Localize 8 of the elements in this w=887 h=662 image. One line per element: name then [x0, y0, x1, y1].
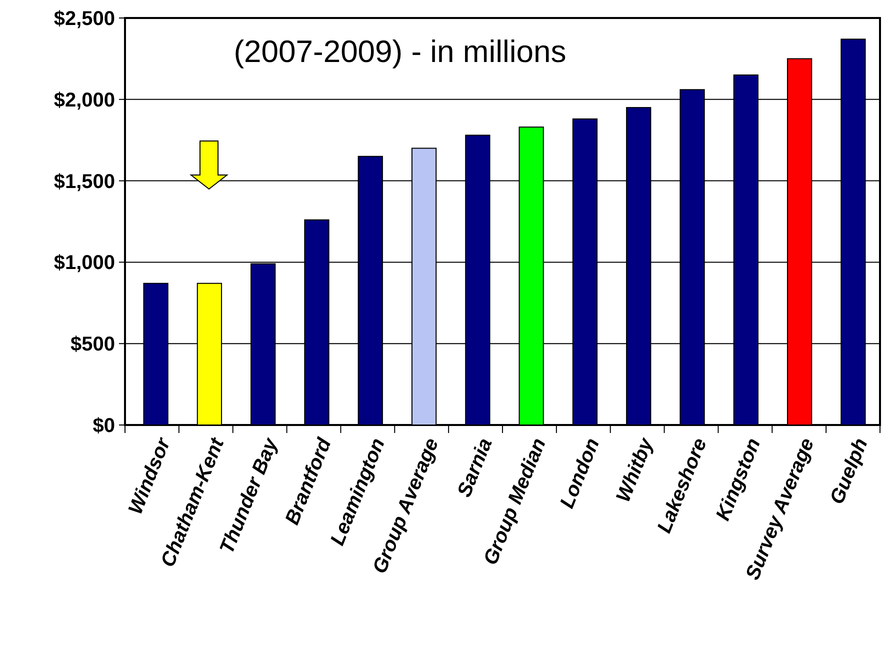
y-tick-label: $1,500 [54, 170, 115, 193]
y-tick-label: $0 [92, 415, 115, 437]
y-tick-label: $500 [70, 334, 115, 356]
y-tick-label: $1,000 [54, 252, 115, 274]
y-tick-label: $2,000 [54, 89, 115, 112]
y-tick-label: $2,500 [54, 8, 115, 30]
x-tick-label: Sarnia [453, 435, 497, 500]
text: (2007-2009) - in millions [234, 34, 566, 69]
